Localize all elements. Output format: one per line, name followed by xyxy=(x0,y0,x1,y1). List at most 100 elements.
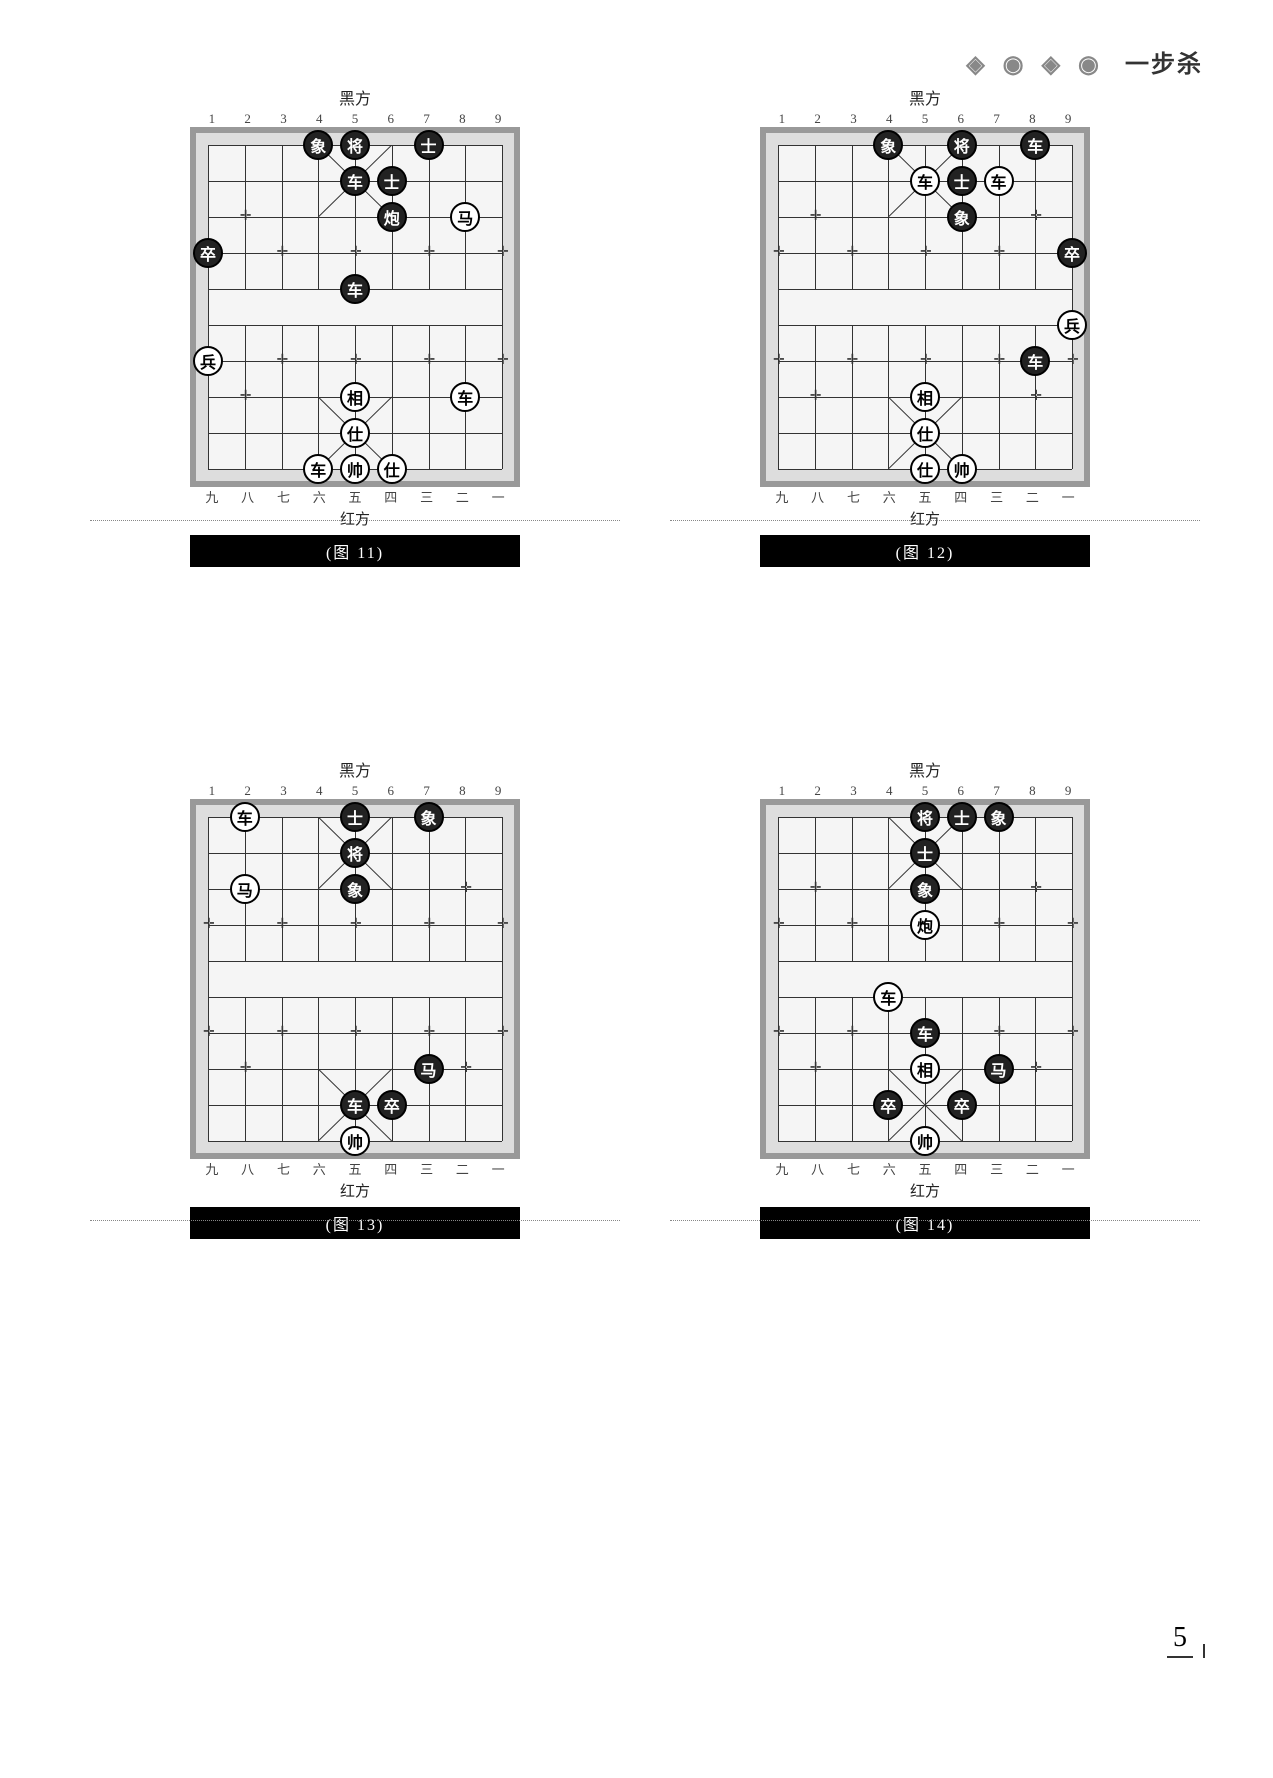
diagram-grid: 黑方123456789✛✛✛✛✛✛✛✛✛✛✛✛✛✛象将士车士炮马卒车兵相车仕车帅… xyxy=(125,85,1155,1239)
file-number: 二 xyxy=(444,1159,480,1178)
position-mark: ✛ xyxy=(994,356,1004,366)
board-grid: ✛✛✛✛✛✛✛✛✛✛✛✛✛✛将士象士象炮车车相马卒卒帅 xyxy=(778,817,1072,1141)
piece-black: 士 xyxy=(947,166,977,196)
piece-red: 仕 xyxy=(910,418,940,448)
file-number: 四 xyxy=(373,1159,409,1178)
file-number: 五 xyxy=(337,1159,373,1178)
piece-black: 车 xyxy=(910,1018,940,1048)
piece-black: 士 xyxy=(414,130,444,160)
position-mark: ✛ xyxy=(240,1064,250,1074)
file-number: 二 xyxy=(1014,487,1050,506)
file-number: 三 xyxy=(409,1159,445,1178)
file-number: 8 xyxy=(1014,783,1050,799)
piece-red: 车 xyxy=(450,382,480,412)
header-title: 一步杀 xyxy=(1125,52,1203,78)
file-number: 2 xyxy=(800,783,836,799)
file-number: 六 xyxy=(301,487,337,506)
file-number: 1 xyxy=(764,783,800,799)
file-number: 七 xyxy=(266,1159,302,1178)
red-side-label: 红方 xyxy=(190,1180,520,1201)
file-number: 八 xyxy=(800,487,836,506)
file-number: 一 xyxy=(1050,487,1086,506)
position-mark: ✛ xyxy=(1067,1028,1077,1038)
file-number: 6 xyxy=(943,111,979,127)
piece-black: 卒 xyxy=(947,1090,977,1120)
separator-rule xyxy=(670,520,1200,521)
board: ✛✛✛✛✛✛✛✛✛✛✛✛✛✛车士象将马象马车卒帅 xyxy=(190,799,520,1159)
piece-red: 车 xyxy=(984,166,1014,196)
piece-red: 车 xyxy=(873,982,903,1012)
piece-black: 士 xyxy=(910,838,940,868)
top-file-numbers: 123456789 xyxy=(190,783,520,799)
piece-red: 帅 xyxy=(340,1126,370,1156)
file-number: 4 xyxy=(301,111,337,127)
file-number: 九 xyxy=(764,1159,800,1178)
piece-black: 象 xyxy=(947,202,977,232)
file-number: 九 xyxy=(764,487,800,506)
board: ✛✛✛✛✛✛✛✛✛✛✛✛✛✛象将车车士车象卒兵车相仕仕帅 xyxy=(760,127,1090,487)
piece-red: 仕 xyxy=(340,418,370,448)
piece-red: 车 xyxy=(910,166,940,196)
position-mark: ✛ xyxy=(497,356,507,366)
top-file-numbers: 123456789 xyxy=(760,783,1090,799)
position-mark: ✛ xyxy=(773,248,783,258)
file-number: 2 xyxy=(800,111,836,127)
piece-red: 马 xyxy=(230,874,260,904)
piece-black: 卒 xyxy=(193,238,223,268)
black-side-label: 黑方 xyxy=(190,757,520,781)
board-grid: ✛✛✛✛✛✛✛✛✛✛✛✛✛✛象将士车士炮马卒车兵相车仕车帅仕 xyxy=(208,145,502,469)
position-mark: ✛ xyxy=(240,392,250,402)
position-mark: ✛ xyxy=(350,920,360,930)
separator-rule xyxy=(670,1220,1200,1221)
black-side-label: 黑方 xyxy=(190,85,520,109)
position-mark: ✛ xyxy=(350,1028,360,1038)
board-grid: ✛✛✛✛✛✛✛✛✛✛✛✛✛✛象将车车士车象卒兵车相仕仕帅 xyxy=(778,145,1072,469)
file-number: 4 xyxy=(301,783,337,799)
position-mark: ✛ xyxy=(240,212,250,222)
piece-black: 象 xyxy=(303,130,333,160)
position-mark: ✛ xyxy=(424,920,434,930)
file-number: 3 xyxy=(836,783,872,799)
red-side-label: 红方 xyxy=(760,508,1090,529)
file-number: 八 xyxy=(230,487,266,506)
file-number: 一 xyxy=(480,487,516,506)
file-number: 3 xyxy=(266,783,302,799)
piece-red: 帅 xyxy=(910,1126,940,1156)
black-side-label: 黑方 xyxy=(760,757,1090,781)
position-mark: ✛ xyxy=(994,248,1004,258)
file-number: 9 xyxy=(480,111,516,127)
file-number: 二 xyxy=(1014,1159,1050,1178)
file-number: 二 xyxy=(444,487,480,506)
board: ✛✛✛✛✛✛✛✛✛✛✛✛✛✛将士象士象炮车车相马卒卒帅 xyxy=(760,799,1090,1159)
piece-black: 将 xyxy=(340,130,370,160)
file-number: 七 xyxy=(836,1159,872,1178)
position-mark: ✛ xyxy=(277,248,287,258)
page-header: ◈ ◉ ◈ ◉ 一步杀 xyxy=(966,44,1203,79)
piece-black: 象 xyxy=(984,802,1014,832)
position-mark: ✛ xyxy=(920,248,930,258)
xiangqi-diagram: 黑方123456789✛✛✛✛✛✛✛✛✛✛✛✛✛✛将士象士象炮车车相马卒卒帅九八… xyxy=(760,757,1090,1239)
position-mark: ✛ xyxy=(460,1064,470,1074)
file-number: 三 xyxy=(409,487,445,506)
file-number: 6 xyxy=(373,111,409,127)
piece-black: 马 xyxy=(414,1054,444,1084)
file-number: 2 xyxy=(230,111,266,127)
diagram-caption: (图 13) xyxy=(190,1207,520,1239)
position-mark: ✛ xyxy=(424,1028,434,1038)
file-number: 9 xyxy=(480,783,516,799)
position-mark: ✛ xyxy=(1030,212,1040,222)
position-mark: ✛ xyxy=(810,212,820,222)
piece-red: 帅 xyxy=(340,454,370,484)
file-number: 四 xyxy=(943,1159,979,1178)
position-mark: ✛ xyxy=(1030,884,1040,894)
grid-vline xyxy=(1072,145,1073,469)
position-mark: ✛ xyxy=(773,356,783,366)
file-number: 5 xyxy=(337,111,373,127)
file-number: 七 xyxy=(836,487,872,506)
file-number: 七 xyxy=(266,487,302,506)
piece-red: 车 xyxy=(230,802,260,832)
piece-black: 车 xyxy=(340,166,370,196)
position-mark: ✛ xyxy=(773,920,783,930)
position-mark: ✛ xyxy=(497,920,507,930)
file-number: 5 xyxy=(907,783,943,799)
